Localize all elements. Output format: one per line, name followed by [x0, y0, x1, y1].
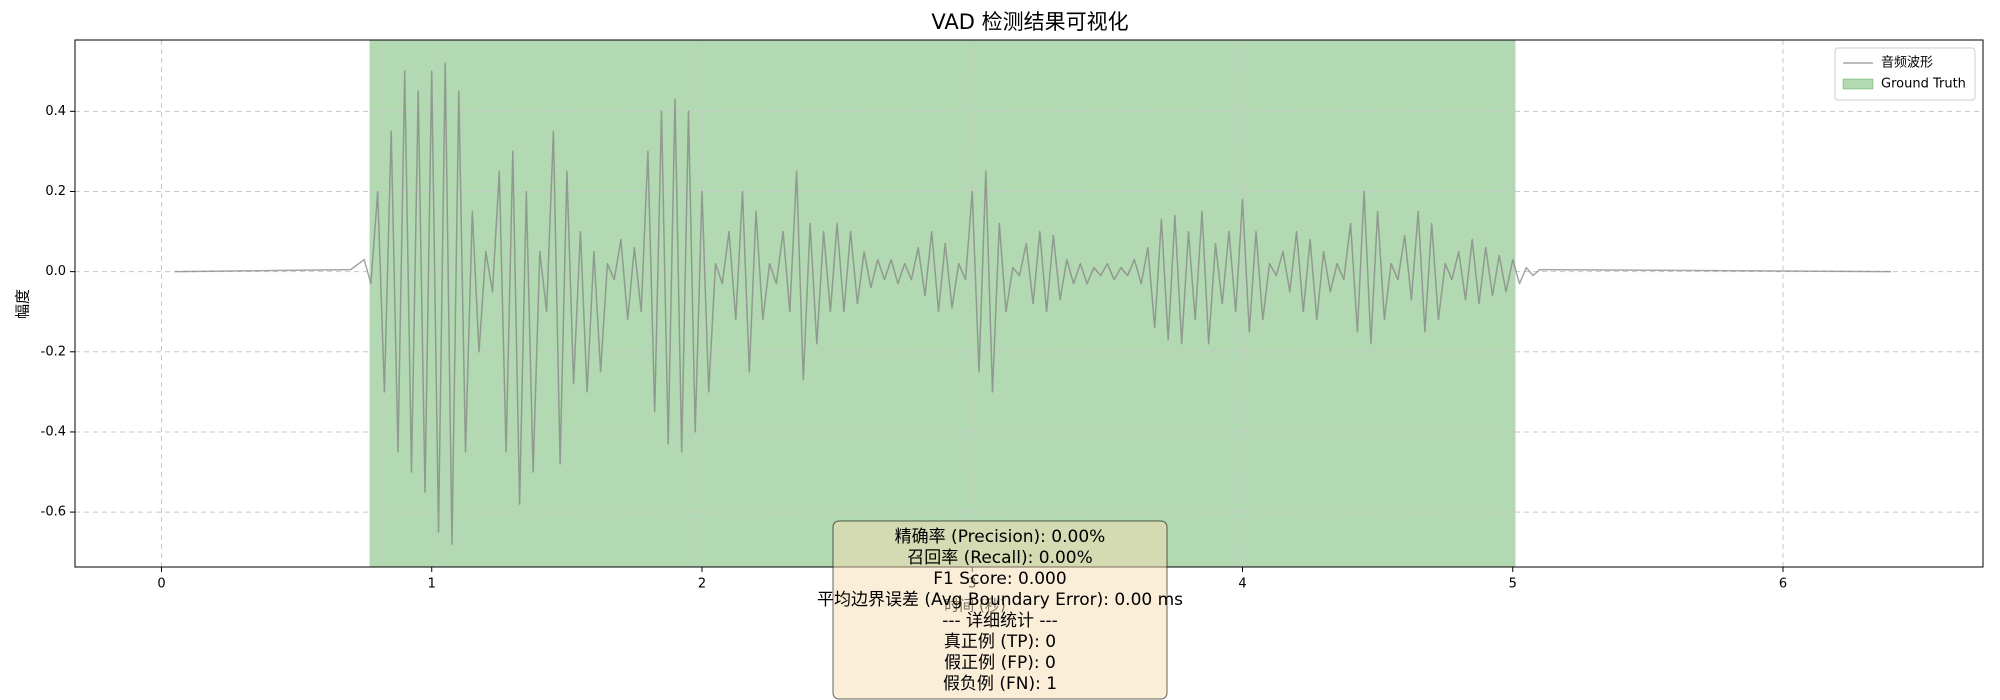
y-tick-label: -0.2 — [41, 344, 66, 359]
x-tick-label: 4 — [1238, 577, 1246, 592]
y-tick-label: -0.6 — [41, 505, 66, 520]
stats-box — [832, 520, 1168, 700]
legend-label: 音频波形 — [1881, 55, 1933, 71]
stats-line: 假正例 (FP): 0 — [944, 653, 1056, 673]
y-tick-label: 0.0 — [45, 264, 66, 279]
legend-label: Ground Truth — [1881, 77, 1966, 92]
x-tick-label: 2 — [698, 577, 706, 592]
x-tick-label: 0 — [157, 577, 165, 592]
x-tick-label: 6 — [1779, 577, 1787, 592]
y-axis-label: 幅度 — [14, 289, 32, 319]
x-tick-label: 1 — [428, 577, 436, 592]
stats-line: 召回率 (Recall): 0.00% — [907, 548, 1093, 568]
stats-line: --- 详细统计 --- — [942, 611, 1058, 631]
stats-line: 精确率 (Precision): 0.00% — [895, 527, 1106, 547]
x-tick-label: 5 — [1509, 577, 1517, 592]
legend-patch — [1842, 78, 1874, 90]
stats-line: F1 Score: 0.000 — [933, 569, 1066, 589]
legend-box — [1834, 47, 1976, 101]
y-tick-label: 0.4 — [45, 104, 66, 119]
waveform-line — [174, 62, 1892, 545]
stats-line: 假负例 (FN): 1 — [943, 674, 1057, 694]
y-tick-label: 0.2 — [45, 184, 66, 199]
stats-line: 平均边界误差 (Avg Boundary Error): 0.00 ms — [817, 590, 1183, 610]
chart-title: VAD 检测结果可视化 — [931, 10, 1128, 34]
ground-truth-span — [369, 40, 1516, 567]
stats-line: 真正例 (TP): 0 — [944, 632, 1056, 652]
y-tick-label: -0.4 — [41, 424, 66, 439]
